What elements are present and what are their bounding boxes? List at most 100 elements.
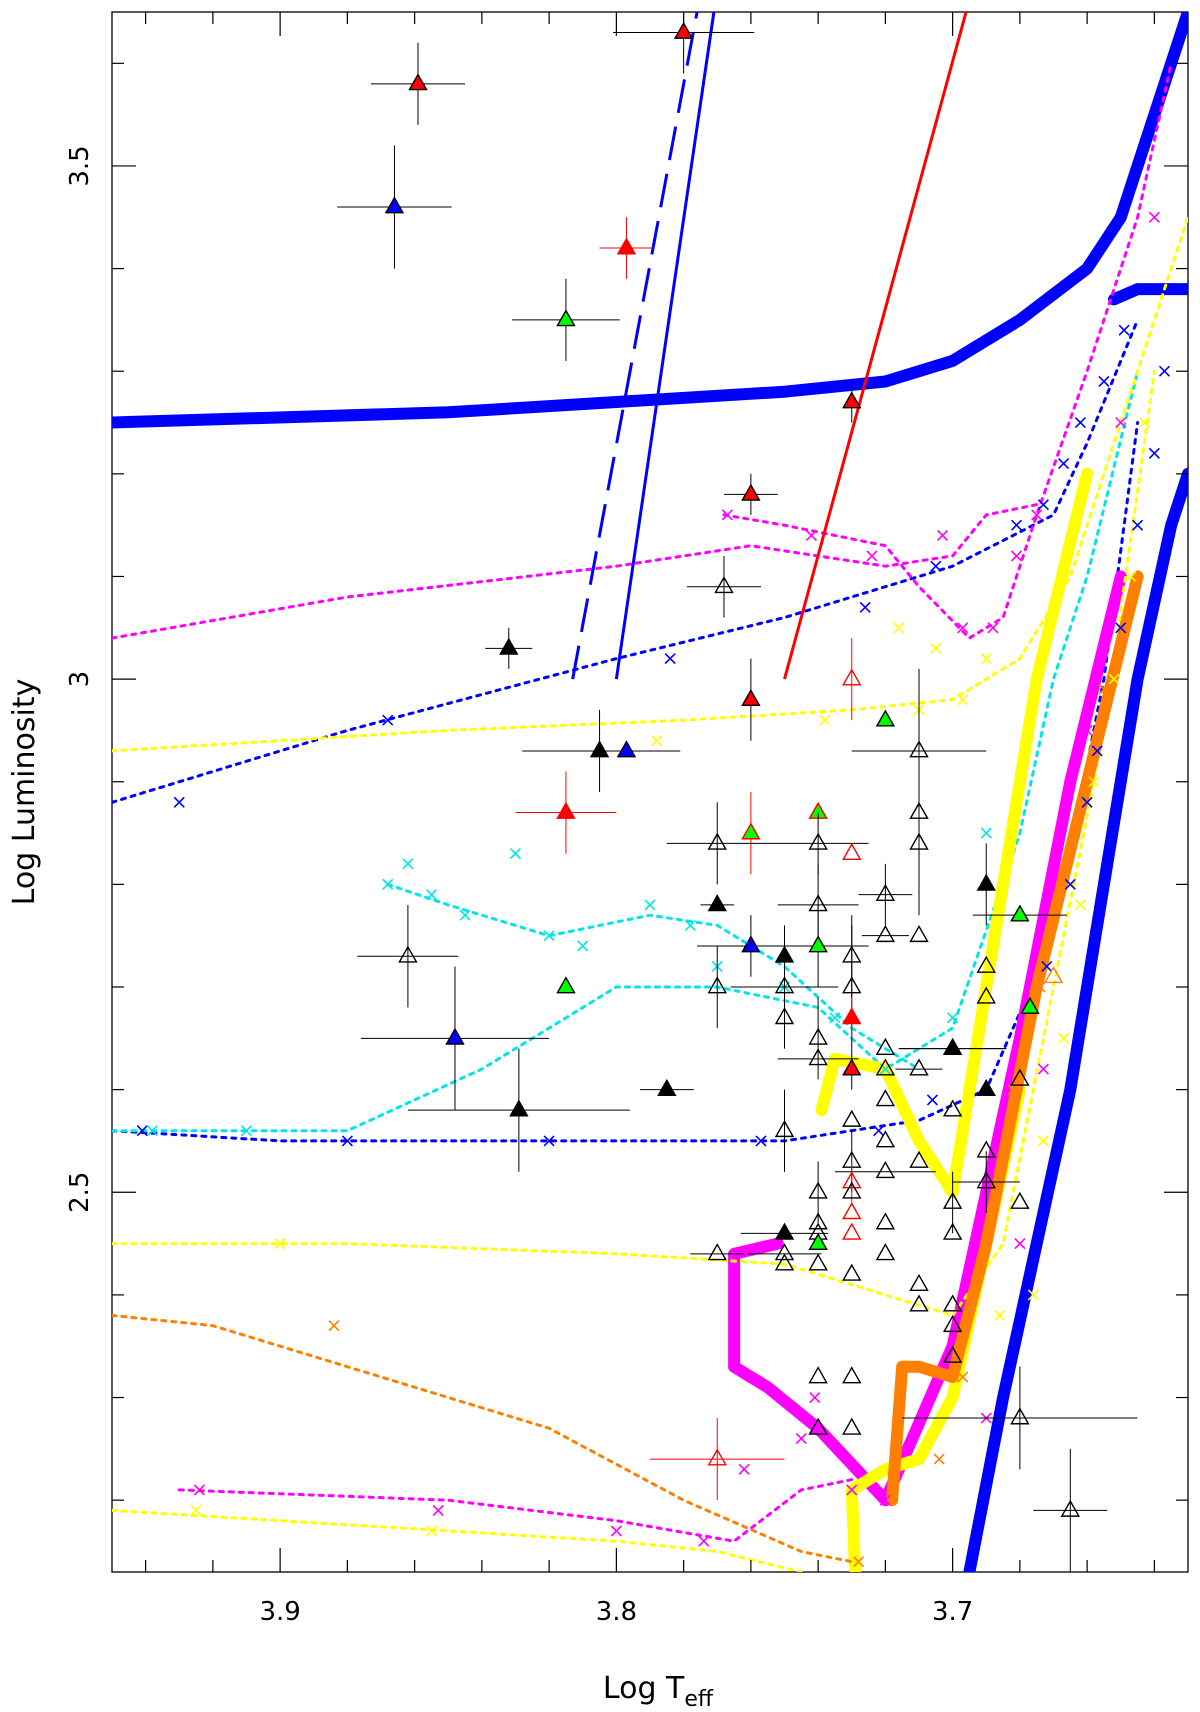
star-point <box>1060 1499 1081 1517</box>
track-marker-yellow <box>1108 673 1120 685</box>
star-point <box>942 1294 963 1312</box>
track-marker-blue <box>1058 458 1070 470</box>
track-marker-magenta <box>721 509 733 521</box>
star-point <box>875 1243 896 1261</box>
star-point <box>976 986 996 1004</box>
star-point <box>589 740 610 758</box>
star-point <box>774 1253 795 1271</box>
track-marker-blue <box>1010 519 1023 531</box>
star-point <box>842 1202 862 1220</box>
star-point <box>774 1007 795 1025</box>
track-marker-blue <box>926 1094 939 1106</box>
track-marker-blue <box>1041 960 1053 973</box>
star-point <box>875 924 896 943</box>
star-point <box>942 1191 963 1209</box>
star-point <box>509 1099 529 1117</box>
track-marker-cyan <box>402 858 414 870</box>
star-point <box>707 976 727 994</box>
track-marker-blue <box>1118 324 1130 336</box>
track-marker-cyan <box>146 1125 158 1137</box>
track-marker-cyan <box>240 1125 253 1137</box>
star-point <box>774 976 795 994</box>
track-blue-3 <box>112 318 1140 804</box>
track-marker-magenta <box>698 1535 710 1547</box>
star-point <box>842 1222 862 1240</box>
track-marker-blue <box>1091 745 1103 757</box>
star-point <box>875 1161 896 1179</box>
track-marker-cyan <box>980 827 992 839</box>
track-marker-yellow <box>893 622 905 634</box>
track-marker-yellow <box>1125 570 1137 583</box>
star-point <box>976 873 996 891</box>
star-point <box>976 1078 996 1097</box>
track-marker-cyan <box>425 889 438 901</box>
star-point <box>976 955 996 973</box>
track-marker-magenta <box>879 1494 891 1506</box>
track-marker-yellow <box>957 694 969 706</box>
x-axis-title: Log Teff <box>603 1671 714 1712</box>
instability-edge-0 <box>571 12 699 680</box>
star-point <box>808 1366 828 1384</box>
track-marker-blue <box>1148 447 1160 459</box>
track-marker-blue <box>755 1135 767 1147</box>
y-tick-label: 3.5 <box>65 145 95 186</box>
track-marker-magenta <box>805 529 817 541</box>
track-marker-magenta <box>432 1504 444 1516</box>
track-yellow-12 <box>815 467 1094 1199</box>
star-point <box>1010 904 1030 922</box>
track-marker-blue <box>1115 622 1127 634</box>
track-marker-yellow <box>1037 1135 1049 1147</box>
track-marker-magenta <box>866 550 878 562</box>
track-marker-yellow <box>980 653 992 665</box>
star-point <box>657 1078 677 1097</box>
track-marker-magenta <box>987 622 999 634</box>
star-point <box>909 832 929 850</box>
star-point <box>556 976 576 994</box>
star-data-points <box>337 12 1138 1572</box>
star-point <box>741 935 761 953</box>
star-point <box>556 309 576 327</box>
star-point <box>707 894 727 912</box>
star-point <box>741 483 761 501</box>
x-axis-title-subscript: eff <box>684 1687 714 1712</box>
star-point <box>673 21 694 39</box>
track-yellow-14 <box>112 1508 803 1572</box>
track-marker-orange <box>980 1238 992 1250</box>
track-marker-cyan <box>644 899 656 911</box>
star-point <box>1010 1407 1030 1425</box>
star-point <box>842 668 862 686</box>
track-marker-orange <box>899 1361 912 1373</box>
star-point <box>808 1232 828 1250</box>
star-point <box>808 1027 828 1045</box>
x-tick-labels: 3.9 3.8 3.7 <box>259 1597 973 1627</box>
track-marker-blue <box>1081 796 1093 808</box>
star-point <box>875 1212 896 1230</box>
star-point <box>808 1212 828 1230</box>
star-point <box>909 1294 929 1312</box>
track-marker-blue <box>930 560 942 572</box>
star-point <box>556 801 576 819</box>
star-point <box>774 1222 795 1240</box>
track-marker-blue <box>1158 365 1171 377</box>
x-tick-label: 3.8 <box>596 1597 637 1627</box>
track-marker-cyan <box>829 1012 841 1024</box>
star-point <box>808 1181 828 1199</box>
star-point <box>774 1119 795 1138</box>
track-marker-blue <box>382 714 394 726</box>
track-marker-orange <box>1098 683 1110 695</box>
track-marker-yellow <box>425 1525 438 1537</box>
star-point <box>499 637 519 655</box>
track-marker-yellow <box>930 642 942 654</box>
star-point <box>875 1089 896 1107</box>
track-magenta-6 <box>722 61 1173 640</box>
star-point <box>741 688 761 707</box>
star-point <box>942 1314 963 1333</box>
track-marker-yellow <box>190 1504 202 1516</box>
plot-frame <box>111 11 1189 1573</box>
star-point <box>384 196 405 214</box>
star-point <box>808 935 828 953</box>
star-point <box>445 1027 465 1045</box>
star-point <box>976 1171 996 1189</box>
track-marker-blue <box>136 1125 148 1137</box>
